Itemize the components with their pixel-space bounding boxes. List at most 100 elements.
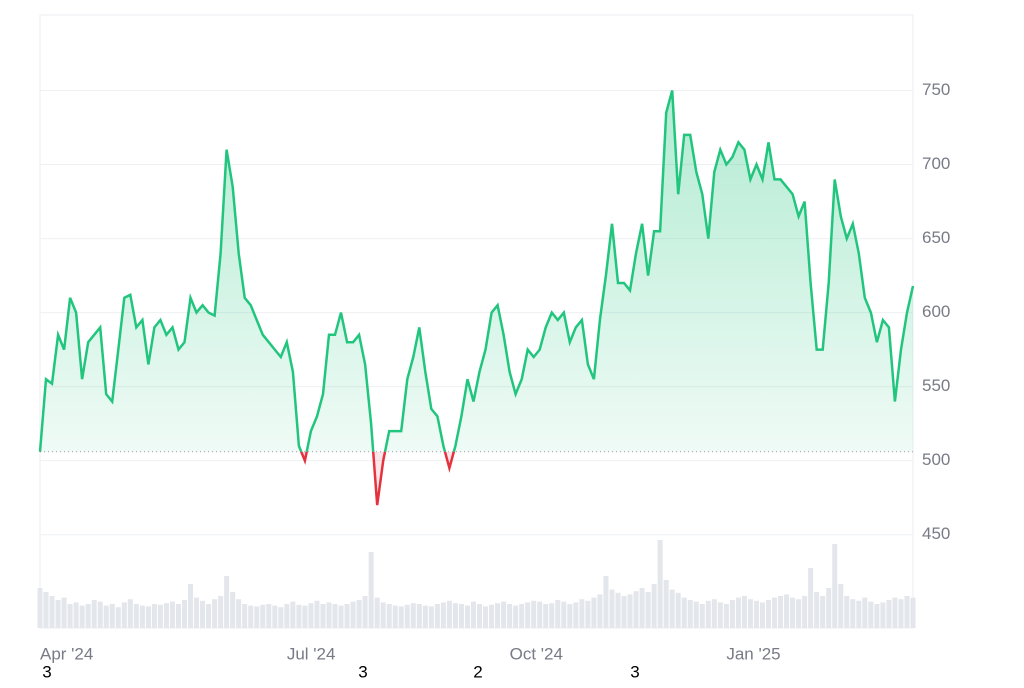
volume-bar	[362, 596, 368, 628]
volume-bar	[302, 605, 308, 628]
volume-bar	[386, 604, 392, 628]
footer-mark: 3	[358, 662, 367, 681]
volume-bar	[501, 601, 507, 628]
volume-bar	[802, 596, 808, 628]
volume-bar	[308, 603, 314, 628]
volume-bar	[784, 594, 790, 628]
volume-bar	[290, 601, 296, 628]
volume-bar	[230, 592, 236, 628]
volume-bar	[194, 597, 200, 628]
volume-bar	[218, 596, 224, 628]
volume-bar	[904, 596, 910, 628]
volume-bar	[326, 602, 332, 628]
footer-mark: 2	[473, 662, 482, 681]
volume-bar	[242, 604, 248, 628]
volume-bar	[440, 602, 446, 628]
x-tick-label: Apr '24	[40, 644, 93, 663]
volume-bar	[175, 604, 181, 628]
volume-bar	[61, 597, 67, 628]
volume-bar	[723, 604, 729, 628]
volume-bar	[507, 604, 513, 628]
volume-bar	[753, 600, 759, 628]
volume-bar	[236, 599, 242, 628]
volume-bar	[687, 600, 693, 628]
volume-bar	[663, 580, 669, 628]
volume-bar	[380, 602, 386, 628]
volume-bar	[320, 604, 326, 628]
volume-bar	[759, 602, 765, 628]
volume-bar	[555, 600, 561, 628]
volume-bar	[880, 602, 886, 628]
volume-bar	[868, 601, 874, 628]
x-tick-label: Oct '24	[510, 644, 563, 663]
price-line-up	[38, 90, 915, 452]
volume-bar	[254, 606, 260, 628]
volume-bar	[765, 600, 772, 628]
volume-bar	[669, 589, 675, 628]
volume-bar	[741, 596, 747, 628]
volume-bar	[212, 599, 218, 628]
volume-bar	[79, 605, 85, 628]
volume-bar	[627, 594, 633, 628]
volume-bar	[633, 591, 639, 628]
volume-bar	[832, 544, 838, 628]
volume-bar	[711, 599, 717, 628]
volume-bar	[163, 603, 169, 628]
volume-bar	[844, 596, 850, 628]
volume-bar	[856, 600, 862, 628]
volume-bar	[693, 601, 699, 628]
volume-bar	[585, 600, 591, 628]
volume-bar	[489, 604, 495, 628]
volume-bar	[85, 604, 91, 628]
volume-bar	[573, 602, 579, 628]
volume-bar	[356, 600, 362, 628]
footer-mark: 3	[630, 662, 639, 681]
volume-bar	[525, 602, 531, 628]
volume-bar	[513, 605, 519, 628]
volume-bar	[266, 604, 272, 628]
volume-bar	[483, 606, 489, 628]
volume-bar	[260, 604, 266, 628]
volume-bar	[537, 601, 543, 628]
volume-bar	[272, 605, 278, 628]
volume-bar	[428, 606, 434, 628]
volume-bar	[898, 599, 904, 628]
volume-bar	[772, 597, 778, 628]
volume-bar	[200, 600, 206, 628]
volume-bar	[458, 604, 464, 628]
volume-bar	[91, 600, 97, 628]
volume-bar	[826, 588, 832, 628]
volume-bar	[519, 604, 525, 628]
volume-bar	[549, 603, 555, 628]
volume-bar	[561, 601, 567, 628]
volume-bar	[609, 589, 615, 628]
footer-mark: 3	[42, 662, 51, 681]
volume-bar	[224, 576, 230, 628]
volume-bar	[332, 604, 338, 628]
volume-bar	[820, 596, 826, 628]
y-tick-label: 750	[922, 80, 950, 99]
volume-bar	[368, 552, 374, 628]
volume-bar	[133, 604, 139, 628]
volume-bar	[729, 600, 735, 628]
volume-bar	[675, 592, 681, 628]
volume-bar	[446, 600, 452, 628]
volume-bar	[278, 607, 284, 628]
y-tick-label: 500	[922, 450, 950, 469]
volume-bar	[470, 601, 476, 628]
volume-bar	[374, 597, 380, 628]
volume-bar	[416, 604, 422, 628]
volume-bar	[651, 584, 657, 628]
volume-bar	[284, 604, 290, 628]
volume-bar	[145, 606, 151, 628]
volume-bar	[874, 604, 880, 628]
volume-bar	[139, 605, 145, 628]
volume-bar	[681, 597, 687, 628]
volume-bar	[796, 599, 802, 628]
volume-bar	[464, 605, 470, 628]
volume-bar	[404, 604, 410, 628]
y-tick-label: 600	[922, 302, 950, 321]
volume-bar	[169, 601, 175, 628]
volume-bar	[850, 599, 856, 628]
y-tick-label: 700	[922, 154, 950, 173]
